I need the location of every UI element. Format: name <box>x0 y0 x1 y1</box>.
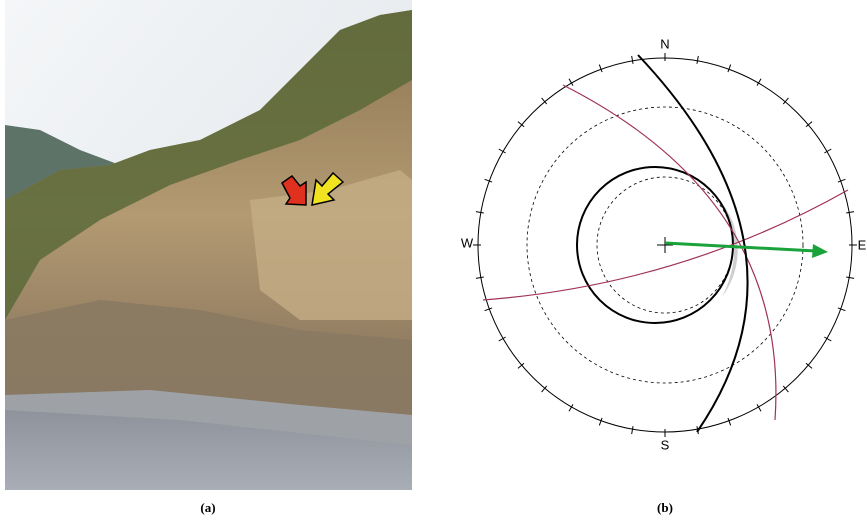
north-label: N <box>660 36 669 51</box>
arrow-head <box>812 244 828 258</box>
panel-label: (b) <box>657 500 673 515</box>
east-label: E <box>858 237 867 252</box>
degree-tick <box>838 179 846 182</box>
degree-tick <box>728 65 731 73</box>
degree-tick <box>846 212 854 213</box>
degree-tick <box>599 65 602 73</box>
degree-tick <box>485 308 493 311</box>
degree-tick <box>846 277 854 278</box>
degree-tick <box>697 426 698 434</box>
panel-label: (a) <box>200 500 215 515</box>
degree-tick <box>632 56 633 64</box>
figure: (a) N E S W (b) <box>0 0 867 521</box>
degree-tick <box>476 212 484 213</box>
south-label: S <box>661 437 670 452</box>
degree-tick <box>632 426 633 434</box>
west-label: W <box>461 235 474 250</box>
degree-tick <box>728 418 731 426</box>
photo <box>5 0 412 490</box>
degree-tick <box>485 179 493 182</box>
degree-tick <box>476 277 484 278</box>
stereonet: N E S W <box>461 36 867 452</box>
degree-tick <box>599 418 602 426</box>
great-circle <box>563 85 776 420</box>
degree-tick <box>838 308 846 311</box>
degree-tick <box>697 56 698 64</box>
